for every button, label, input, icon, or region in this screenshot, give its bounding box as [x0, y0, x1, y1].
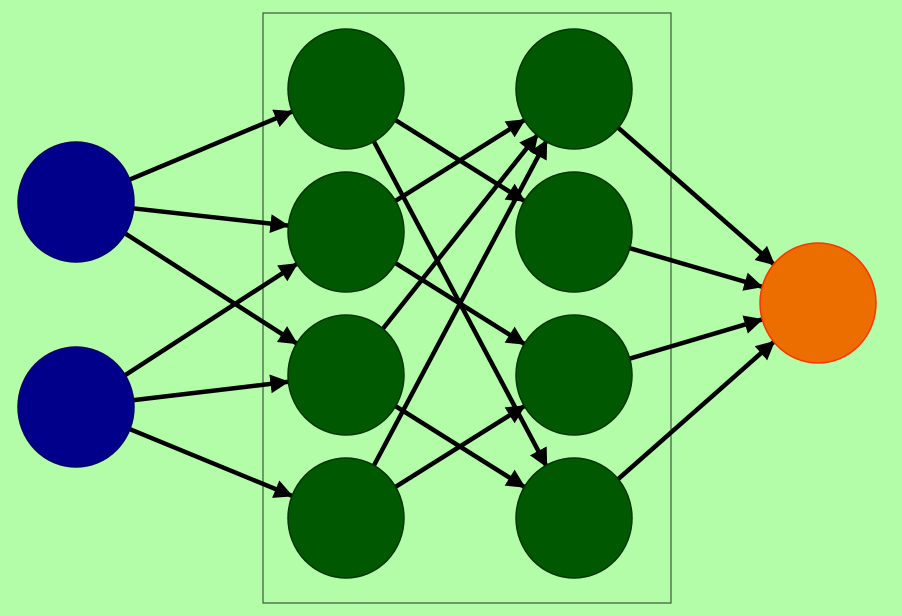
edge-hidden-2-3-to-output-1	[625, 315, 764, 362]
node-hidden-1-2	[287, 171, 405, 293]
node-output-1	[759, 242, 877, 364]
node-hidden-2-3	[515, 314, 633, 436]
edge-hidden-1-4-to-hidden-2-3	[391, 404, 527, 491]
node-hidden-2-1	[515, 28, 633, 150]
node-hidden-1-4	[287, 457, 405, 579]
hidden-layers-box	[262, 12, 672, 604]
node-hidden-1-3	[287, 314, 405, 436]
connections-group	[120, 109, 776, 498]
node-input-1	[17, 141, 135, 263]
edge-input-2-to-hidden-1-3	[129, 374, 290, 403]
edge-input-1-to-hidden-1-1	[125, 109, 294, 183]
edge-hidden-2-1-to-output-1	[613, 123, 776, 267]
edge-hidden-1-4-to-hidden-2-1	[370, 138, 549, 471]
edge-input-2-to-hidden-1-4	[125, 426, 294, 498]
edge-hidden-2-2-to-output-1	[625, 245, 764, 291]
node-input-2	[17, 346, 135, 468]
node-hidden-2-4	[515, 457, 633, 579]
edge-hidden-1-3-to-hidden-2-1	[378, 132, 540, 334]
nodes-group	[17, 28, 877, 579]
node-hidden-1-1	[287, 28, 405, 150]
edge-hidden-1-2-to-hidden-2-1	[391, 118, 527, 205]
node-hidden-2-2	[515, 171, 633, 293]
edge-input-1-to-hidden-1-2	[129, 205, 290, 234]
edge-hidden-2-4-to-output-1	[613, 339, 776, 484]
edge-input-1-to-hidden-1-3	[120, 229, 299, 346]
edge-input-2-to-hidden-1-2	[120, 261, 299, 379]
